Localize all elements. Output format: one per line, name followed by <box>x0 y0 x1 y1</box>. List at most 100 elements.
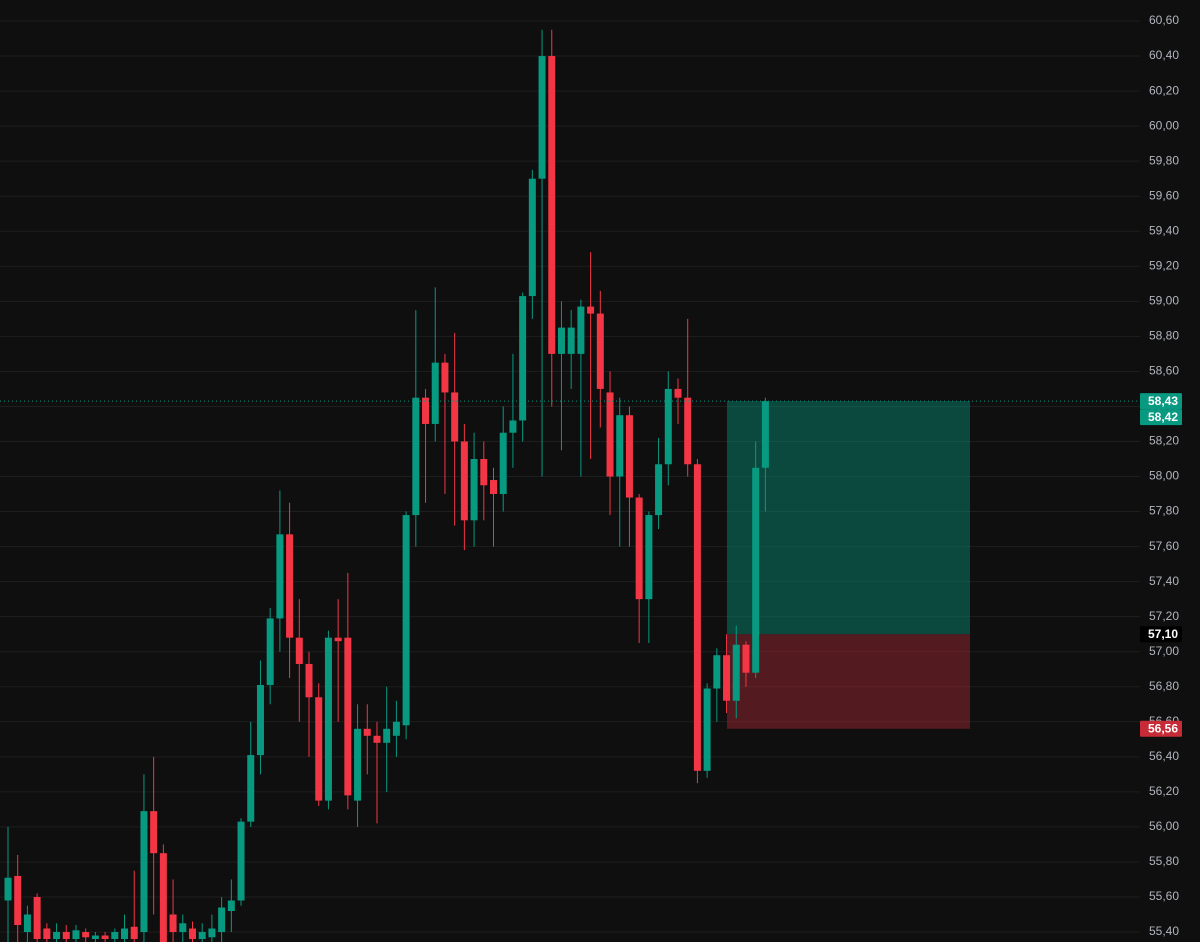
candle-body <box>596 313 604 389</box>
y-tick-label: 55,40 <box>1149 924 1179 938</box>
candle-body <box>218 907 226 933</box>
price-label-box <box>1140 626 1182 643</box>
candle-body <box>295 637 303 664</box>
candle-body <box>557 327 565 354</box>
y-tick-label: 60,40 <box>1149 48 1179 62</box>
candle-body <box>460 441 468 521</box>
candle-body <box>266 618 274 685</box>
candle-body <box>674 388 682 398</box>
candle-body <box>256 684 264 756</box>
candle-body <box>208 928 216 938</box>
candle-body <box>606 392 614 477</box>
candle-body <box>519 296 527 421</box>
y-tick-label: 59,00 <box>1149 293 1179 307</box>
candle-body <box>23 914 31 933</box>
candle-body <box>470 458 478 521</box>
candle-body <box>305 663 313 698</box>
y-tick-label: 57,80 <box>1149 504 1179 518</box>
candle-body <box>616 415 624 477</box>
candle-body <box>441 362 449 393</box>
candle-body <box>480 458 488 486</box>
candle-body <box>538 56 546 179</box>
candle-body <box>227 900 235 911</box>
y-tick-label: 57,40 <box>1149 574 1179 588</box>
y-tick-label: 57,00 <box>1149 644 1179 658</box>
candle-body <box>499 432 507 495</box>
y-tick-label: 59,80 <box>1149 153 1179 167</box>
candle-body <box>723 655 731 701</box>
plot-area <box>0 29 1140 942</box>
candle-body <box>509 420 517 433</box>
price-label: 56,56 <box>1148 721 1178 735</box>
candle-body <box>713 655 721 689</box>
y-tick-label: 58,20 <box>1149 434 1179 448</box>
candle-body <box>635 497 643 600</box>
candle-body <box>684 397 692 465</box>
price-axis: 55,4055,6055,8056,0056,2056,4056,6056,80… <box>1140 13 1182 938</box>
candle-body <box>315 697 323 801</box>
candle-body <box>286 534 294 638</box>
candle-body <box>198 932 206 940</box>
candle-body <box>344 637 352 796</box>
candle-body <box>324 637 332 801</box>
candle-body <box>140 811 148 933</box>
y-tick-label: 59,60 <box>1149 188 1179 202</box>
candle-body <box>62 932 70 940</box>
candle-body <box>655 464 663 516</box>
candle-body <box>188 928 196 940</box>
candle-body <box>373 735 381 743</box>
candle-body <box>43 928 51 940</box>
y-tick-label: 56,20 <box>1149 784 1179 798</box>
candle-body <box>247 755 255 822</box>
price-label-box <box>1140 393 1182 410</box>
y-tick-label: 56,80 <box>1149 679 1179 693</box>
candle-body <box>91 935 99 940</box>
candle-body <box>412 397 420 516</box>
candle-body <box>159 853 167 942</box>
y-tick-label: 58,80 <box>1149 329 1179 343</box>
candle-body <box>528 178 536 297</box>
y-tick-label: 57,20 <box>1149 609 1179 623</box>
candle-body <box>82 932 90 938</box>
candle-body <box>14 875 22 926</box>
y-tick-label: 58,00 <box>1149 469 1179 483</box>
candle-body <box>111 932 119 940</box>
candle-body <box>53 932 61 940</box>
candle-body <box>490 480 497 495</box>
candle-body <box>548 56 556 354</box>
candle-body <box>761 401 769 468</box>
y-tick-label: 60,60 <box>1149 13 1179 27</box>
candle-body <box>276 534 284 619</box>
candle-body <box>169 914 177 933</box>
candle-body <box>121 928 129 940</box>
candle-body <box>150 811 158 854</box>
candle-body <box>354 728 362 801</box>
y-tick-label: 60,20 <box>1149 83 1179 97</box>
candle-body <box>693 464 701 771</box>
y-tick-label: 55,60 <box>1149 889 1179 903</box>
candle-body <box>752 467 760 673</box>
candle-body <box>664 388 672 465</box>
candle-body <box>587 306 595 314</box>
y-tick-label: 58,60 <box>1149 364 1179 378</box>
price-label: 57,10 <box>1148 627 1178 641</box>
candle-body <box>625 415 633 498</box>
candle-body <box>402 515 410 726</box>
candle-body <box>451 392 459 442</box>
candle-body <box>179 923 187 933</box>
price-label: 58,43 <box>1148 394 1178 408</box>
candle-body <box>237 821 245 901</box>
candle-body <box>33 896 41 940</box>
candle-body <box>645 515 653 600</box>
y-tick-label: 56,40 <box>1149 749 1179 763</box>
loss-zone <box>727 634 970 729</box>
candle-body <box>392 721 400 736</box>
price-label: 58,42 <box>1148 410 1178 424</box>
price-label-box <box>1140 409 1182 426</box>
y-tick-label: 55,80 <box>1149 854 1179 868</box>
candle-body <box>101 935 109 940</box>
candle-body <box>334 637 342 642</box>
candle-body <box>130 926 138 940</box>
